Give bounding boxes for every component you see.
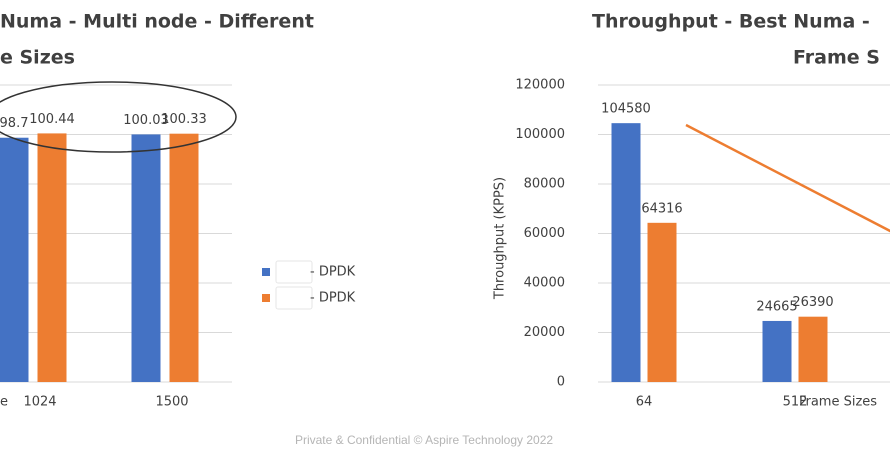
x-tick-label: 64: [636, 395, 653, 410]
trend-arrow: [685, 123, 890, 233]
bar: [131, 134, 161, 382]
chart-title: Frame S: [793, 47, 880, 69]
legend-mask: [275, 260, 313, 284]
value-label: 98.7: [0, 116, 28, 131]
y-tick-label: 120000: [515, 78, 565, 93]
chart-title: Throughput - Best Numa -: [592, 11, 870, 33]
legend-label: - DPDK: [310, 291, 356, 306]
chart-title: Numa - Multi node - Different: [0, 11, 314, 33]
y-tick-label: 60000: [524, 226, 565, 241]
y-tick-label: 80000: [524, 177, 565, 192]
value-label: 64316: [641, 201, 682, 216]
x-tick-label: 512: [783, 395, 808, 410]
y-tick-label: 100000: [515, 127, 565, 142]
bar: [37, 133, 67, 382]
chart-title: e Sizes: [0, 47, 75, 69]
bar: [762, 320, 792, 382]
x-tick-label: 1500: [155, 395, 188, 410]
bar: [0, 137, 29, 382]
bar: [647, 222, 677, 382]
value-label: 104580: [601, 102, 651, 117]
value-label: 26390: [792, 295, 833, 310]
highlight-ellipse: [0, 81, 237, 153]
legend-swatch: [262, 268, 270, 276]
legend-label: - DPDK: [310, 265, 356, 280]
x-axis-title: e: [0, 395, 8, 410]
x-axis-title: Frame Sizes: [799, 395, 877, 410]
y-tick-label: 40000: [524, 276, 565, 291]
value-label: 100.03: [123, 113, 169, 128]
footer: Private & Confidential © Aspire Technolo…: [295, 433, 553, 447]
value-label: 24665: [756, 299, 797, 314]
value-label: 100.44: [29, 112, 75, 127]
y-tick-label: 0: [557, 375, 565, 390]
y-axis-title: Throughput (KPPS): [493, 177, 508, 300]
legend-mask: [275, 286, 313, 310]
bar: [611, 123, 641, 383]
bar: [798, 316, 828, 382]
x-tick-label: 1024: [23, 395, 56, 410]
value-label: 100.33: [161, 112, 207, 127]
legend-swatch: [262, 294, 270, 302]
y-tick-label: 20000: [524, 325, 565, 340]
bar: [169, 133, 199, 382]
